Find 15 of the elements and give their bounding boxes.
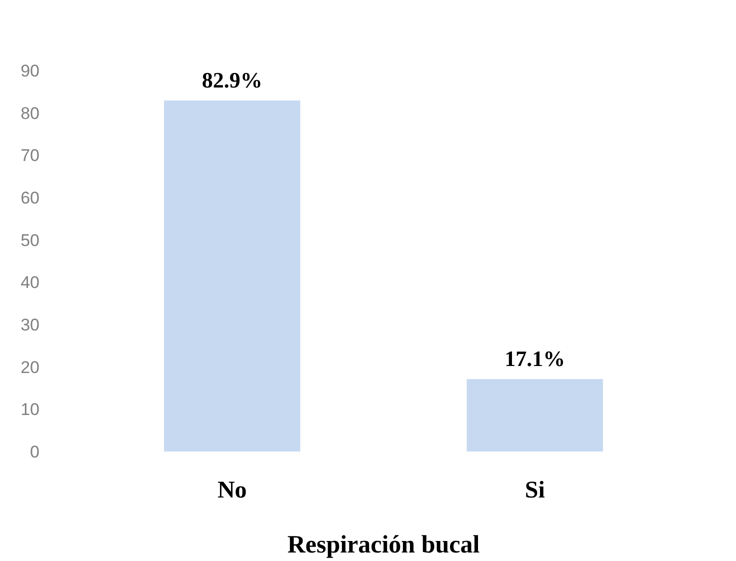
y-tick-label: 90 (20, 62, 40, 80)
data-label: 82.9% (202, 68, 262, 93)
y-tick-label: 0 (30, 442, 40, 462)
x-tick-label: Si (524, 478, 546, 504)
x-axis-title: Respiración bucal (287, 532, 480, 558)
y-tick-label: 40 (20, 273, 40, 292)
y-tick-label: 50 (20, 230, 40, 250)
y-tick-label: 60 (20, 188, 40, 208)
x-tick-label: No (217, 478, 247, 504)
data-label: 17.1% (504, 346, 566, 372)
y-tick-label: 10 (20, 400, 40, 420)
y-tick-label: 80 (20, 104, 40, 123)
y-tick-label: 30 (20, 316, 40, 334)
y-tick-label: 20 (20, 358, 40, 377)
y-tick-label: 70 (20, 146, 40, 166)
